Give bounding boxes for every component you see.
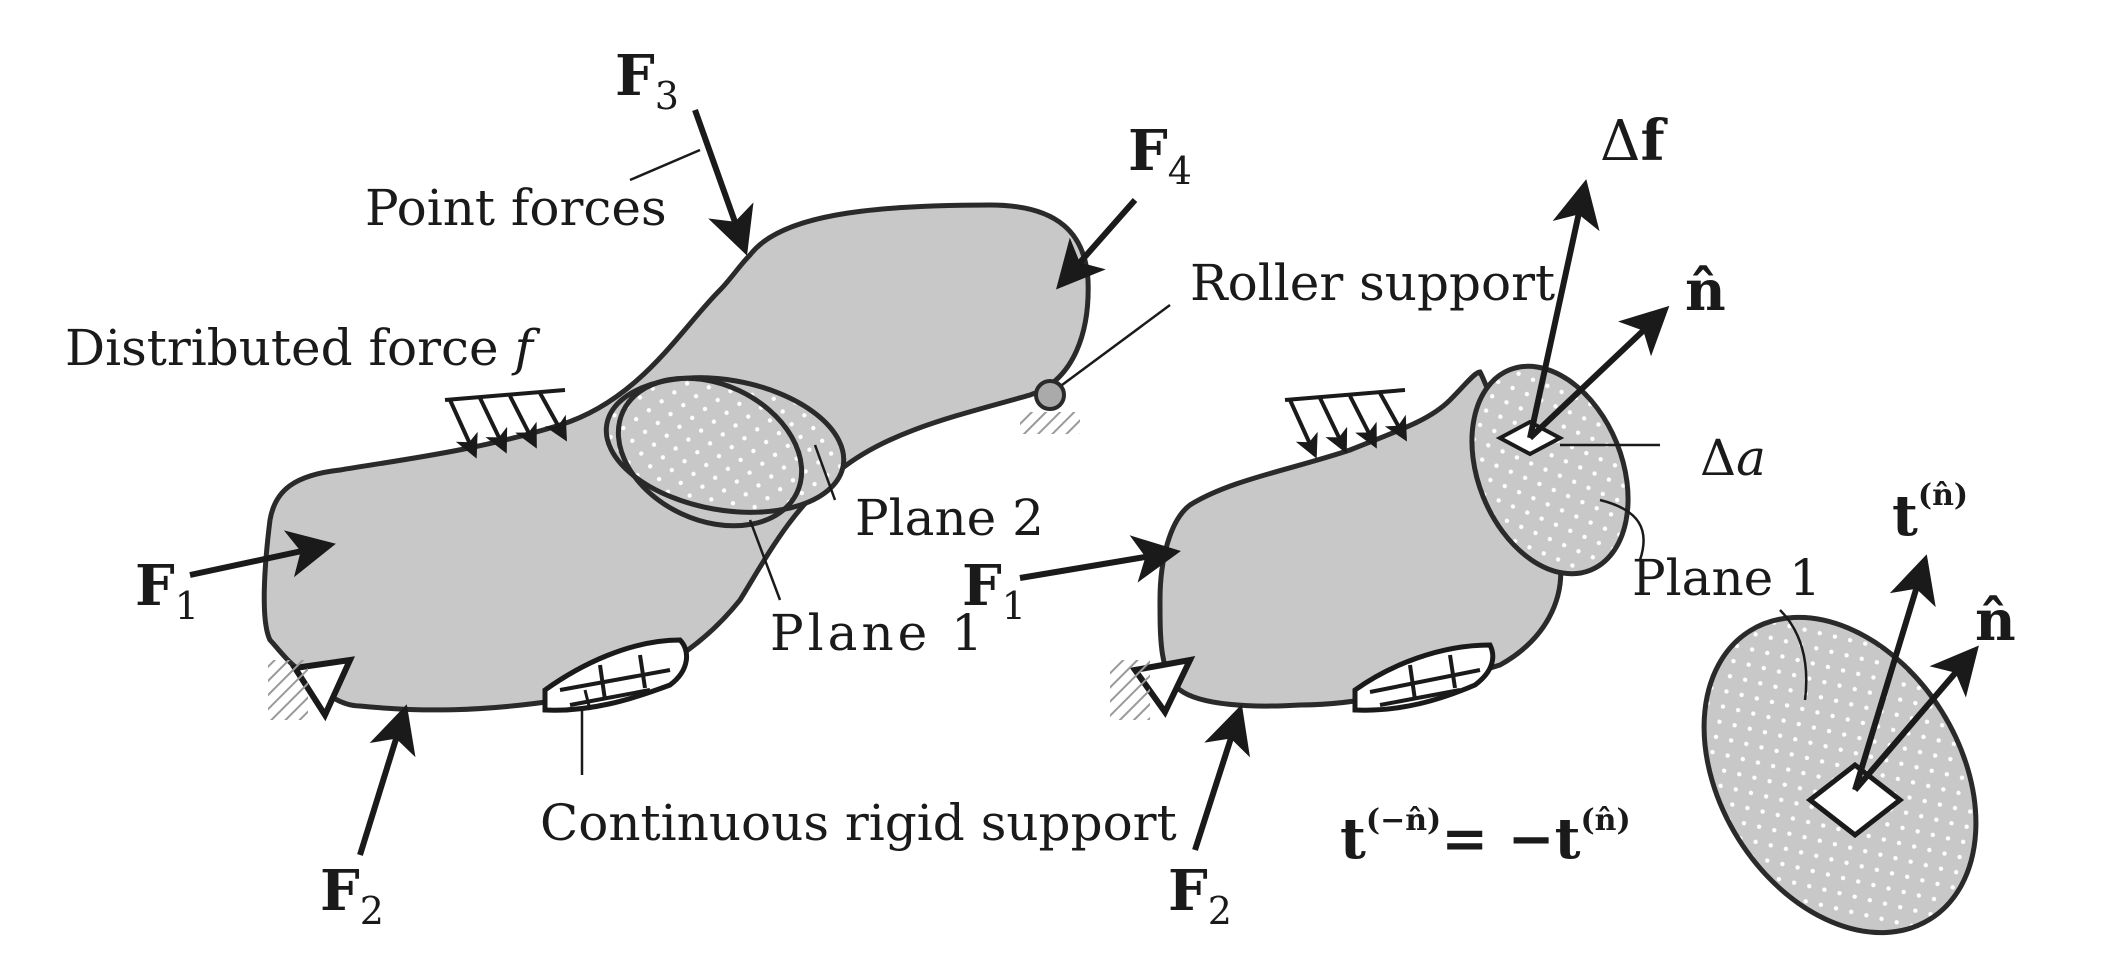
continuous-rigid-support-right xyxy=(1352,642,1496,713)
force-arrow-f2-left xyxy=(357,704,416,856)
cut-face xyxy=(1701,554,1979,936)
force-arrow-f1-right xyxy=(1019,535,1181,583)
distributed-force-arrows-left xyxy=(444,388,567,459)
distributed-force-arrows-right xyxy=(1284,388,1407,459)
label-point-forces: Point forces xyxy=(365,179,667,237)
force-arrow-delta-f xyxy=(1527,179,1600,439)
label-plane-1-left: Plane 1 xyxy=(770,604,987,662)
label-delta-f: Δf xyxy=(1600,108,1668,174)
label-f2-left: F2 xyxy=(320,858,384,933)
label-f1-right: F1 xyxy=(962,553,1026,628)
force-arrow-f2-right xyxy=(1192,704,1250,851)
label-plane-1-right: Plane 1 xyxy=(1632,549,1821,607)
pin-support-right xyxy=(1110,655,1196,720)
label-f1-left: F1 xyxy=(135,553,199,628)
label-plane-2: Plane 2 xyxy=(855,489,1044,547)
normal-arrow-bottom xyxy=(1852,645,1979,792)
leader-roller-support xyxy=(1061,303,1171,387)
label-n-hat-top: n̂ xyxy=(1685,258,1726,324)
label-traction-equation: t(−n̂)= −t(n̂) xyxy=(1340,803,1631,872)
cut-face-element xyxy=(1805,761,1905,839)
traction-arrow xyxy=(1852,554,1936,791)
label-n-hat-bottom: n̂ xyxy=(1975,588,2016,654)
continuous-rigid-support xyxy=(542,637,690,713)
pin-support-left xyxy=(268,656,356,722)
label-distributed-force: Distributed force f xyxy=(65,319,541,377)
force-arrow-f4 xyxy=(1056,198,1138,290)
normal-arrow-top xyxy=(1527,305,1670,441)
roller-support xyxy=(1020,379,1080,434)
left-body xyxy=(189,108,1171,856)
label-f2-right: F2 xyxy=(1168,858,1232,933)
label-roller-support: Roller support xyxy=(1190,254,1555,312)
label-continuous-rigid-support: Continuous rigid support xyxy=(540,794,1177,852)
force-arrow-f1-left xyxy=(189,530,336,578)
leader-plane-1-right xyxy=(1599,498,1645,561)
leader-cut-face xyxy=(1779,609,1808,701)
right-body xyxy=(1019,179,1670,851)
leader-plane-2 xyxy=(813,444,837,501)
leader-plane-1-left xyxy=(748,519,782,601)
label-f4: F4 xyxy=(1128,118,1192,193)
plane-1-ellipse xyxy=(615,375,805,529)
label-delta-a: Δa xyxy=(1700,429,1766,487)
label-traction-t: t(n̂) xyxy=(1892,478,1968,549)
force-arrow-f3 xyxy=(692,108,754,256)
plane-1-cut-face xyxy=(1469,363,1631,577)
label-f3: F3 xyxy=(615,43,679,118)
plane-2-ellipse xyxy=(603,375,847,515)
leader-point-forces xyxy=(629,148,701,182)
